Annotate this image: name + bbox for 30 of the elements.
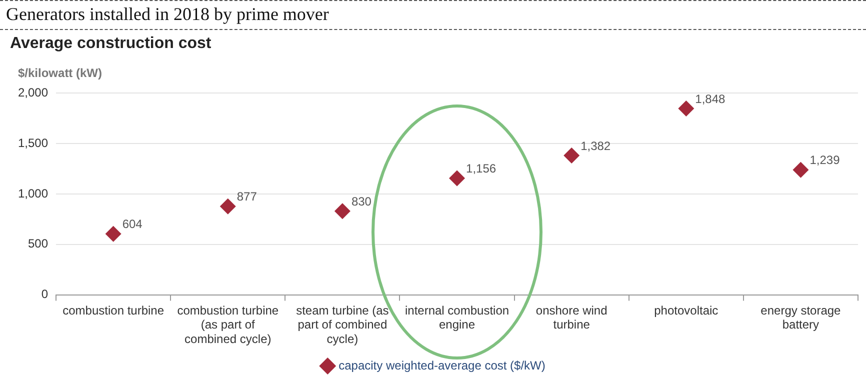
y-axis-title: $/kilowatt (kW) (18, 66, 102, 80)
y-tick-label: 0 (41, 287, 48, 302)
x-tick-label: steam turbine (as part of combined cycle) (296, 303, 389, 346)
point (220, 198, 236, 214)
data-label: 1,239 (810, 153, 840, 168)
chart-title: Generators installed in 2018 by prime mover (0, 0, 866, 30)
data-label: 1,382 (580, 138, 611, 153)
data-label: 1,848 (695, 92, 726, 106)
x-tick-label: energy storage battery (760, 303, 842, 332)
y-tick-label: 500 (28, 236, 48, 251)
chart-subtitle: Average construction cost (10, 35, 212, 52)
x-tick-label: combustion turbine (as part of combined cycle) (177, 303, 279, 346)
x-tick-label: internal combustion engine (404, 303, 510, 332)
y-tick-label: 2,000 (18, 86, 48, 100)
point (678, 100, 694, 117)
legend-label: capacity weighted-average cost ($/kW) (338, 358, 546, 372)
x-tick-label: photovoltaic (654, 303, 718, 318)
point (792, 162, 809, 178)
point (449, 170, 466, 186)
point (105, 226, 122, 242)
data-label: 604 (122, 217, 143, 232)
data-label: 830 (351, 194, 372, 208)
y-tick-label: 1,000 (18, 186, 48, 200)
data-label: 1,156 (466, 162, 496, 176)
x-tick-label: onshore wind turbine (536, 303, 608, 332)
x-tick-label: combustion turbine (62, 303, 164, 318)
point (334, 203, 350, 220)
point (564, 147, 580, 164)
data-label: 877 (236, 190, 258, 204)
y-tick-label: 1,500 (18, 136, 48, 150)
